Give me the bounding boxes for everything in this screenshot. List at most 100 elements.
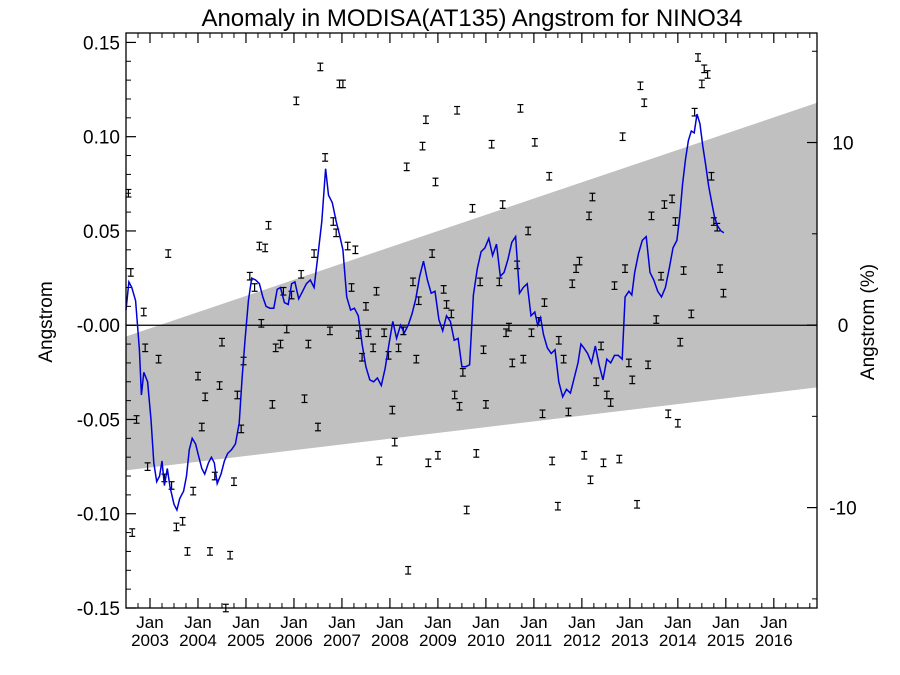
error-bar-point [142,343,149,353]
error-bar-point [473,449,480,458]
x-tick-year-label: 2004 [179,631,217,650]
error-bar-point [593,377,600,387]
x-tick-month-label: Jan [328,613,355,632]
error-bar-point [391,437,398,447]
error-bar-point [469,203,476,213]
error-bar-point [488,139,495,149]
error-bar-point [218,337,225,347]
error-bar-point [482,400,489,409]
error-bar-point [454,105,461,115]
error-bar-point [140,307,147,317]
error-bar-point [277,339,284,349]
error-bar-point [322,153,329,162]
x-tick-year-label: 2012 [563,631,601,650]
x-tick-month-label: Jan [520,613,547,632]
error-bar-point [198,422,205,432]
error-bar-point [661,200,668,209]
error-bar-point [373,286,380,296]
error-bar-point [301,394,308,404]
error-bar-point [419,141,426,151]
error-bar-point [565,407,572,417]
error-bar-point [589,192,596,202]
error-bar-point [503,328,510,338]
x-tick-year-label: 2011 [516,631,553,650]
error-bar-point [607,398,614,407]
error-bar-point [698,79,705,89]
error-bar-point [694,53,701,62]
error-bar-point [477,277,484,287]
error-bar-point [269,400,276,409]
error-bar-point [499,200,506,209]
error-bar-point [133,415,140,424]
x-tick-month-label: Jan [424,613,451,632]
x-tick-month-label: Jan [136,613,163,632]
error-bar-point [634,499,641,509]
error-bar-point [336,79,343,89]
error-bar-point [451,390,458,400]
y-tick-label: -0.15 [77,599,120,620]
x-tick-month-label: Jan [232,613,259,632]
error-bar-point [314,422,321,432]
error-bar-point [155,354,162,364]
error-bar-point [425,458,432,468]
blue-line-series [125,113,725,513]
error-bar-point [688,309,695,319]
x-tick-month-label: Jan [376,613,403,632]
x-tick-month-label: Jan [760,613,787,632]
right-y-tick-label: 0 [838,316,849,337]
x-tick-year-label: 2014 [659,631,697,650]
right-y-axis-label: Angstrom (%) [858,264,879,380]
x-tick-month-label: Jan [616,613,643,632]
error-bar-point [480,345,487,355]
error-bar-point [184,547,191,556]
error-bar-point [672,217,679,226]
x-tick-month-label: Jan [712,613,739,632]
error-bar-point [717,264,724,274]
error-bar-point [658,271,665,281]
error-bar-point [710,217,717,226]
error-bar-point [555,335,562,345]
x-tick-year-label: 2007 [323,631,361,650]
y-tick-label: 0.15 [83,33,120,54]
error-bar-point [509,358,516,368]
error-bar-point [293,96,300,106]
error-bar-point [413,354,420,364]
error-bar-point [173,522,180,532]
error-bar-point [619,132,626,142]
error-bar-point [641,98,648,108]
error-bar-point [629,375,636,385]
trend-band [126,102,817,471]
error-bar-point [665,409,672,419]
x-axis: Jan2003Jan2004Jan2005Jan2006Jan2007Jan20… [125,33,811,650]
error-bar-point [165,249,172,258]
error-bar-point [520,354,527,364]
error-bar-point [352,245,359,255]
x-tick-month-label: Jan [568,613,595,632]
error-bar-point [376,456,383,466]
error-bar-point [298,269,305,279]
error-bar-point [395,343,402,353]
error-bar-point [429,249,436,258]
error-bar-point [381,328,388,338]
error-bar-point [256,241,263,251]
error-bar-point [127,268,134,277]
error-bar-point [616,454,623,464]
error-bar-point [234,390,241,400]
error-bar-point [704,70,711,79]
error-bar-point [541,298,548,307]
plot-area [125,32,818,613]
error-bar-point [280,286,287,296]
error-bar-point [206,547,213,556]
y-axis-label: Angstrom [36,281,57,362]
error-bar-point [258,318,265,328]
error-bar-point [272,343,279,353]
error-bar-point [560,354,567,364]
x-tick-year-label: 2010 [467,631,505,650]
error-bar-point [708,171,715,181]
error-bar-point [653,315,660,324]
error-bar-point [432,177,439,187]
error-bar-point [645,360,652,370]
right-y-tick-label: 10 [832,134,853,155]
error-bar-point [459,367,466,377]
error-bar-point [230,477,237,487]
